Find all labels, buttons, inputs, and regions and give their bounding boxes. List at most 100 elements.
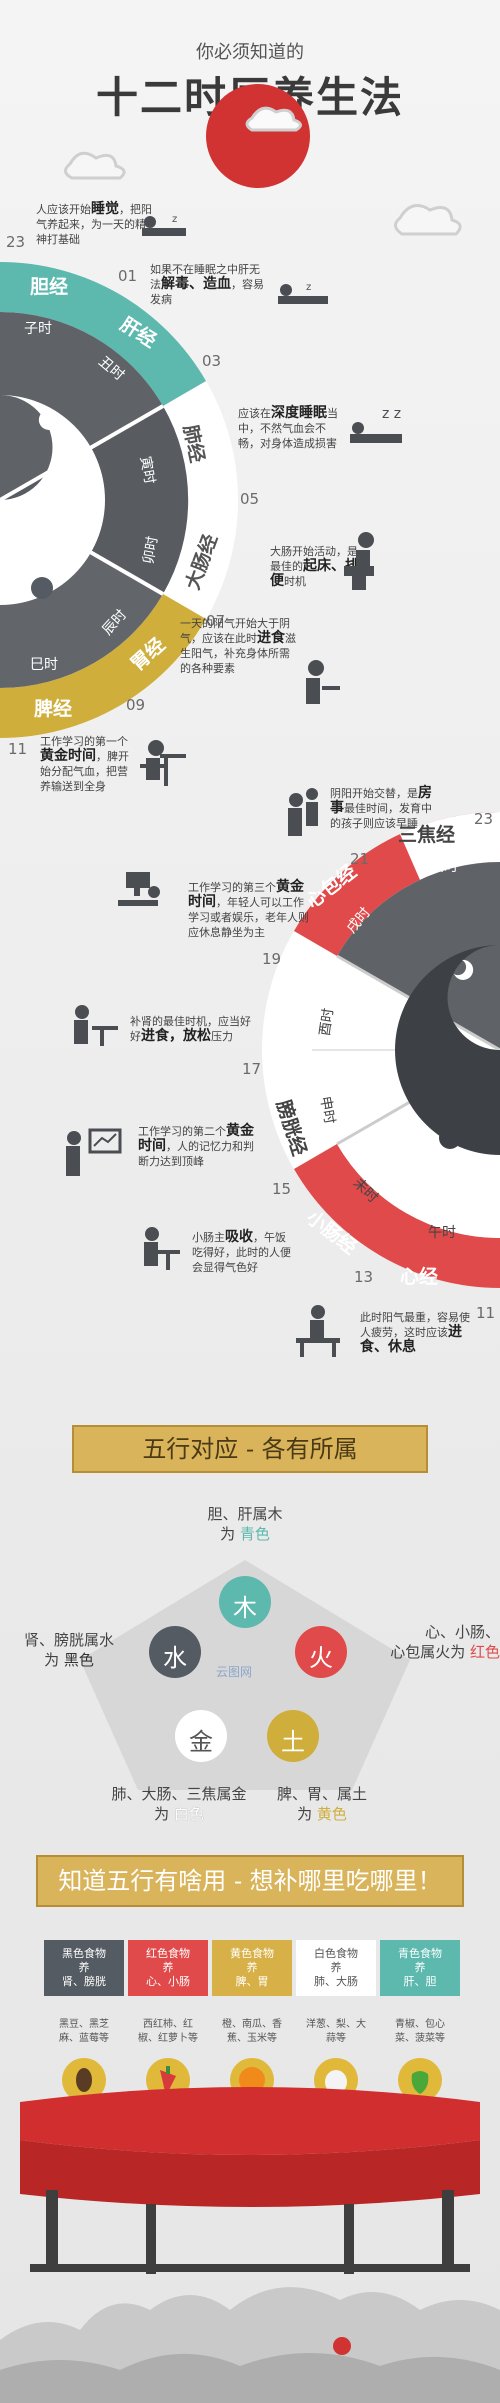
bottom-clock bbox=[262, 812, 500, 1288]
fire-circle bbox=[295, 1626, 347, 1678]
food-table-scene bbox=[0, 2058, 500, 2403]
hour-note: 工作学习的第二个黄金时间，人的记忆力和判断力达到顶峰 bbox=[138, 1123, 254, 1169]
orange-icon bbox=[239, 2067, 265, 2093]
svg-text:z z: z z bbox=[382, 406, 401, 422]
clock-number: 03 bbox=[202, 352, 222, 370]
yin-yang-icon bbox=[0, 395, 105, 605]
water-label: 肾、膀胱属水为 黑色 bbox=[23, 1631, 114, 1669]
clock-number: 05 bbox=[240, 490, 260, 508]
hour-note: 一天的阳气开始大于阴气，应该在此时进食滋生阳气，补充身体所需的各种要素 bbox=[180, 617, 296, 675]
moon-icon bbox=[38, 409, 58, 430]
hour-note: 应该在深度睡眠当中，不然气血会不畅，对身体造成损害 bbox=[238, 405, 338, 451]
hour-note: 如果不在睡眠之中肝无法解毒、造血，容易发病 bbox=[150, 263, 264, 306]
sleeping-icon: z bbox=[142, 214, 186, 236]
black-bean-icon bbox=[76, 2068, 92, 2092]
lunch-icon bbox=[296, 1305, 340, 1357]
clock-number: 11 bbox=[476, 1304, 496, 1322]
hour-note: 人应该开始睡觉，把阳气养起来，为一天的精神打基础 bbox=[36, 201, 152, 247]
water-element: 水 bbox=[163, 1644, 187, 1672]
clock-number: 23 bbox=[474, 810, 494, 828]
wood-circle bbox=[219, 1576, 271, 1628]
hour-label: 亥时 bbox=[430, 859, 458, 875]
clock-number: 01 bbox=[118, 267, 138, 285]
food-banner: 知道五行有啥用 - 想补哪里吃哪里！ bbox=[36, 1855, 464, 1907]
pepper-icon bbox=[411, 2071, 429, 2094]
top-clock bbox=[0, 262, 238, 738]
sleeping-icon: z bbox=[278, 282, 328, 304]
presentation-icon bbox=[66, 1128, 122, 1176]
sun-dot-icon bbox=[439, 1127, 461, 1149]
activity-icons-bottom bbox=[66, 788, 340, 1357]
hour-note: 补肾的最佳时机，应当好好进食，放松压力 bbox=[130, 1015, 251, 1044]
svg-text:z: z bbox=[306, 282, 311, 293]
toilet-icon bbox=[344, 532, 374, 590]
food-items: 青椒、包心 菜、菠菜等 bbox=[395, 2019, 445, 2044]
table-legs bbox=[46, 2190, 454, 2274]
wood-label: 胆、肝属木为 青色 bbox=[207, 1505, 283, 1543]
hour-note: 小肠主吸收，午饭吃得好，此时的人便会显得气色好 bbox=[192, 1229, 291, 1275]
food-column-head: 黑色食物养肾、膀胱 bbox=[44, 1940, 124, 1996]
meridian-label: 心经 bbox=[400, 1266, 439, 1288]
metal-circle bbox=[175, 1710, 227, 1762]
chili-icon bbox=[160, 2070, 176, 2096]
couple-icon bbox=[288, 788, 318, 836]
desk-work-icon bbox=[140, 740, 186, 786]
watermark-text: 云图网 bbox=[216, 1665, 252, 1679]
food-items: 洋葱、梨、大 蒜等 bbox=[306, 2019, 366, 2044]
food-column-head: 白色食物养肺、大肠 bbox=[296, 1940, 376, 1996]
svg-text:z: z bbox=[172, 214, 177, 225]
meridian-label: 三焦经 bbox=[398, 824, 456, 846]
metal-element: 金 bbox=[189, 1728, 213, 1756]
clock-number: 21 bbox=[350, 850, 370, 868]
clock-number: 17 bbox=[242, 1060, 262, 1078]
relaxing-icon bbox=[118, 872, 160, 906]
hour-note: 工作学习的第一个黄金时间，脾开始分配气血，把营养输送到全身 bbox=[40, 735, 129, 793]
hour-label: 午时 bbox=[428, 1225, 456, 1241]
wuxing-diagram: 云图网 bbox=[80, 1560, 410, 1790]
clock-number: 13 bbox=[354, 1268, 374, 1286]
food-items: 西红柿、红 椒、红萝卜等 bbox=[138, 2019, 198, 2044]
earth-element: 土 bbox=[281, 1728, 305, 1756]
food-column-head: 青色食物养肝、胆 bbox=[380, 1940, 460, 1996]
fire-element: 火 bbox=[309, 1644, 333, 1672]
dining-table-icon bbox=[74, 1005, 118, 1046]
food-items: 黑豆、黑芝 麻、蓝莓等 bbox=[59, 2019, 109, 2044]
clock-number: 15 bbox=[272, 1180, 292, 1198]
clock-number: 11 bbox=[8, 740, 28, 758]
water-circle bbox=[149, 1626, 201, 1678]
hour-note: 大肠开始活动，是最佳的起床、排便时机 bbox=[270, 545, 359, 589]
clock-number: 09 bbox=[126, 696, 146, 714]
wuxing-banner: 五行对应 - 各有所属 bbox=[72, 1425, 428, 1473]
table-top bbox=[20, 2087, 480, 2155]
small-intestine-heart-segment bbox=[294, 1144, 500, 1288]
cloud-icon bbox=[64, 106, 462, 236]
moon-icon bbox=[454, 959, 474, 980]
wood-element: 木 bbox=[233, 1594, 257, 1622]
earth-label: 脾、胃、属土为 黄色 bbox=[276, 1785, 367, 1823]
food-column-head: 红色食物养心、小肠 bbox=[128, 1940, 208, 1996]
food-column-head: 黄色食物养脾、胃 bbox=[212, 1940, 292, 1996]
hour-label: 子时 bbox=[24, 321, 52, 337]
clock-number: 19 bbox=[262, 950, 282, 968]
sleeping-icon: z z bbox=[350, 406, 402, 443]
hour-note: 阴阳开始交替，是房事最佳时间，发育中的孩子则应该早睡 bbox=[330, 785, 432, 831]
food-items: 橙、南瓜、香 蕉、玉米等 bbox=[222, 2019, 282, 2044]
garlic-icon bbox=[325, 2070, 347, 2094]
hour-note: 此时阳气最重，容易使人疲劳，这时应该进食、休息 bbox=[360, 1311, 470, 1355]
page-subtitle: 你必须知道的 bbox=[196, 42, 304, 63]
sun-dot-icon bbox=[31, 577, 53, 599]
earth-circle bbox=[267, 1710, 319, 1762]
gallbladder-liver-segment bbox=[0, 262, 206, 406]
activity-icons-top: z z z z bbox=[140, 214, 402, 786]
meridian-label: 胆经 bbox=[30, 276, 69, 298]
header-decoration bbox=[64, 84, 462, 236]
hour-note: 工作学习的第三个黄金时间，年轻人可以工作学习或者娱乐，老年人则应休息静坐为主 bbox=[188, 879, 309, 940]
table-skirt bbox=[20, 2140, 480, 2207]
yin-yang-icon bbox=[395, 945, 500, 1155]
metal-label: 肺、大肠、三焦属金为 白色 bbox=[111, 1785, 247, 1823]
stomach-spleen-segment bbox=[0, 594, 206, 738]
clock-number: 07 bbox=[206, 612, 226, 630]
studying-icon bbox=[144, 1227, 180, 1270]
hour-label: 巳时 bbox=[30, 657, 58, 673]
